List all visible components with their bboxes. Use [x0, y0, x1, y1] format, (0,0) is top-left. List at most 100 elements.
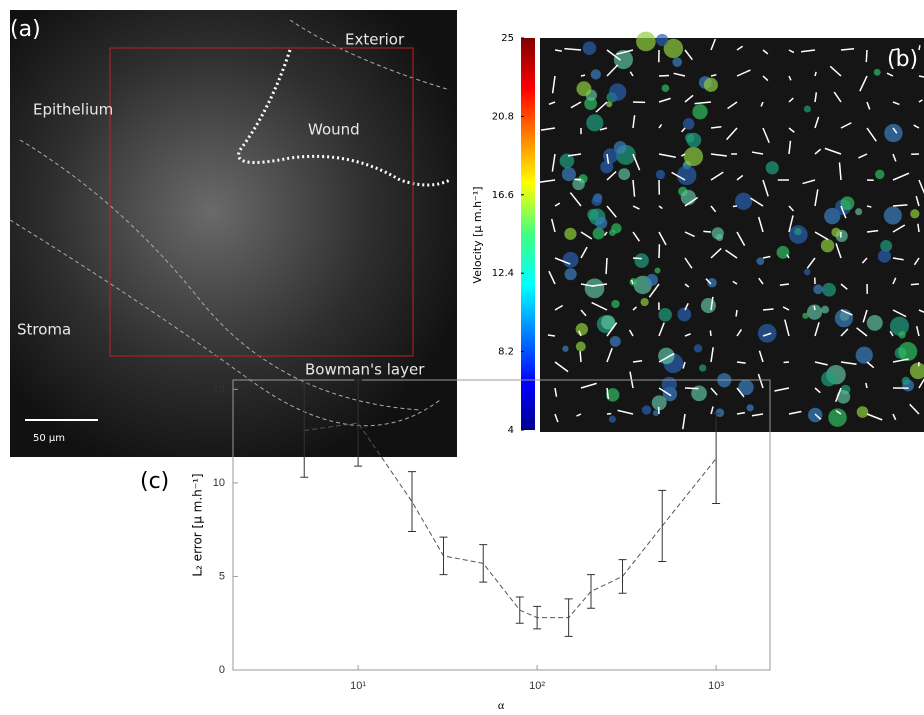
- flow-arrow: [694, 101, 712, 105]
- cell-blob: [677, 307, 692, 322]
- flow-arrow: [606, 205, 617, 218]
- cell-blob: [802, 312, 809, 319]
- cell-blob: [559, 153, 575, 169]
- cell-blob: [746, 404, 754, 412]
- flow-arrow: [682, 413, 686, 430]
- cell-blob: [875, 169, 885, 180]
- cell-blob: [828, 408, 847, 427]
- cell-blob: [676, 165, 697, 186]
- flow-arrow: [866, 413, 883, 421]
- flow-arrow: [758, 277, 764, 285]
- flow-arrow: [579, 351, 582, 363]
- cell-blob: [636, 31, 656, 52]
- annotation: Epithelium: [33, 101, 113, 119]
- flow-arrow: [814, 413, 822, 420]
- flow-arrow: [710, 73, 717, 77]
- flow-arrow: [632, 179, 636, 197]
- flow-arrow: [632, 205, 640, 210]
- y-tick-label: 0: [219, 664, 225, 676]
- error-bar: [587, 574, 595, 609]
- flow-arrow: [762, 75, 769, 82]
- cell-blob: [693, 344, 703, 353]
- cell-blob: [611, 223, 622, 234]
- cell-blob: [794, 227, 802, 236]
- cell-blob: [866, 314, 883, 331]
- flow-arrow: [788, 97, 794, 103]
- flow-arrow: [551, 75, 556, 94]
- error-bar: [408, 471, 416, 533]
- flow-arrow: [802, 179, 816, 185]
- cell-blob: [672, 57, 683, 67]
- boundary-line: [289, 19, 451, 91]
- flow-arrow: [580, 246, 588, 259]
- cell-blob: [856, 406, 869, 418]
- flow-arrow: [710, 205, 717, 213]
- cell-blob: [605, 388, 620, 402]
- flow-arrow: [736, 329, 743, 337]
- flow-arrow: [554, 361, 569, 373]
- cell-blob: [757, 323, 777, 343]
- flow-arrow: [762, 179, 769, 197]
- error-bar: [300, 383, 309, 478]
- flow-arrow: [910, 283, 920, 286]
- cell-blob: [601, 315, 616, 330]
- flow-arrow: [840, 328, 849, 337]
- flow-arrow: [606, 322, 618, 337]
- cell-blob: [855, 346, 873, 364]
- flow-arrow: [599, 127, 608, 131]
- flow-arrow: [762, 49, 769, 55]
- flow-arrow: [758, 350, 764, 363]
- flow-arrow: [757, 216, 764, 233]
- cell-blob: [634, 253, 649, 268]
- flow-arrow: [779, 283, 790, 286]
- flow-arrow: [788, 410, 802, 415]
- flow-arrow: [788, 205, 794, 212]
- error-bar: [712, 413, 721, 504]
- cell-blob: [663, 38, 684, 59]
- cell-blob: [821, 371, 837, 387]
- error-bar: [533, 605, 542, 630]
- cell-blob: [680, 189, 696, 206]
- cell-blob: [611, 299, 620, 309]
- x-axis-label: α: [498, 698, 505, 712]
- flow-arrow: [736, 174, 744, 181]
- y-tick-label: 15: [213, 383, 225, 395]
- cell-blob: [654, 267, 661, 274]
- flow-arrow: [784, 319, 790, 337]
- colorbar: [521, 38, 535, 430]
- flow-arrow: [658, 352, 675, 363]
- flow-arrow: [859, 75, 868, 92]
- flow-arrow: [684, 387, 699, 390]
- flow-arrow: [628, 329, 634, 337]
- flow-arrow: [833, 91, 842, 103]
- flow-arrow: [750, 197, 764, 207]
- flow-arrow: [915, 195, 920, 207]
- flow-arrow: [632, 360, 643, 363]
- flow-arrow: [736, 411, 746, 415]
- flow-arrow: [834, 387, 842, 403]
- flow-arrow: [736, 231, 746, 246]
- flow-arrow: [684, 257, 693, 269]
- flow-arrow: [918, 179, 924, 195]
- error-bar: [564, 598, 573, 637]
- panel-label: (c): [140, 469, 169, 494]
- x-tick-label: 10³: [708, 680, 724, 692]
- cell-blob: [715, 408, 725, 418]
- flow-arrow: [548, 270, 556, 285]
- cell-blob: [776, 245, 790, 259]
- flow-arrow: [783, 361, 790, 364]
- cell-overlay: [537, 31, 924, 430]
- flow-arrow: [788, 127, 795, 133]
- flow-arrow: [840, 309, 853, 316]
- flow-arrow: [605, 257, 608, 275]
- flow-arrow: [658, 322, 665, 337]
- flow-arrow: [630, 279, 634, 285]
- colorbar-tick-label: 4: [508, 425, 514, 436]
- flow-arrow: [537, 179, 556, 184]
- flow-arrow: [606, 347, 613, 363]
- cell-blob: [655, 169, 666, 180]
- cell-blob: [877, 249, 892, 263]
- flow-arrow: [835, 243, 842, 259]
- flow-arrow: [913, 124, 920, 129]
- flow-arrow: [892, 358, 909, 363]
